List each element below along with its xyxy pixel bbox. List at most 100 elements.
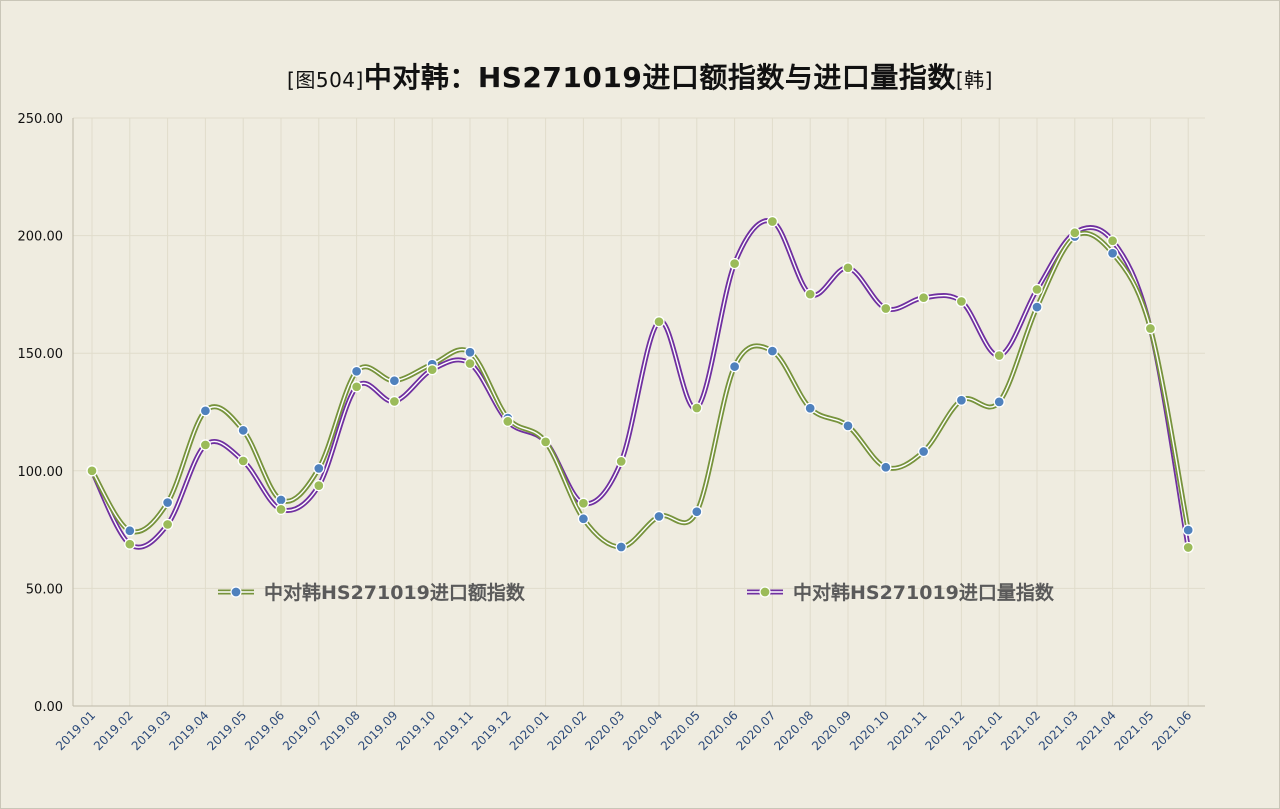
x-tick-label: 2020.11 bbox=[885, 708, 930, 753]
data-point-series1 bbox=[766, 345, 779, 357]
x-tick-label: 2020.06 bbox=[696, 708, 741, 753]
data-point-series2 bbox=[275, 503, 287, 516]
data-point-series1 bbox=[199, 405, 212, 417]
y-tick-label: 100.00 bbox=[18, 465, 64, 480]
y-tick-label: 50.00 bbox=[26, 582, 63, 597]
data-point-series1 bbox=[615, 541, 627, 553]
data-point-series2 bbox=[653, 316, 665, 328]
y-tick-label: 200.00 bbox=[18, 230, 64, 245]
data-point-series1 bbox=[464, 346, 476, 358]
legend: 中对韩HS271019进口额指数 中对韩HS271019进口量指数 bbox=[218, 581, 1055, 604]
y-tick-label: 150.00 bbox=[18, 347, 64, 362]
data-point-series2 bbox=[539, 436, 552, 448]
data-point-series2 bbox=[615, 455, 627, 468]
x-tick-label: 2020.10 bbox=[847, 708, 892, 753]
x-tick-label: 2019.10 bbox=[393, 708, 438, 753]
axes bbox=[72, 118, 1205, 707]
x-axis-ticks: 2019.012019.022019.032019.042019.052019.… bbox=[53, 708, 1194, 753]
data-point-series1 bbox=[350, 365, 363, 377]
title-prefix: [图504] bbox=[287, 68, 364, 92]
title-suffix: [韩] bbox=[955, 68, 993, 92]
x-tick-label: 2019.05 bbox=[204, 708, 249, 753]
legend-marker-series2 bbox=[759, 586, 771, 598]
data-point-series2 bbox=[502, 415, 514, 428]
data-point-series2 bbox=[728, 257, 741, 270]
data-point-series2 bbox=[917, 292, 930, 304]
data-point-series1 bbox=[237, 424, 249, 436]
data-point-series2 bbox=[86, 465, 98, 477]
x-tick-label: 2020.07 bbox=[734, 708, 779, 753]
legend-item-series1: 中对韩HS271019进口额指数 bbox=[218, 581, 526, 604]
data-point-series1 bbox=[388, 375, 401, 387]
data-point-series1 bbox=[917, 445, 930, 458]
data-point-series2 bbox=[199, 439, 212, 451]
data-point-series2 bbox=[313, 479, 325, 492]
data-point-series2 bbox=[691, 402, 703, 414]
x-tick-label: 2019.12 bbox=[469, 708, 514, 753]
data-point-series1 bbox=[842, 420, 854, 432]
x-tick-label: 2019.04 bbox=[167, 708, 212, 753]
data-point-series2 bbox=[1106, 235, 1119, 247]
x-tick-label: 2020.02 bbox=[545, 708, 590, 753]
x-tick-label: 2021.03 bbox=[1036, 708, 1081, 753]
data-point-series2 bbox=[161, 518, 174, 531]
data-point-series1 bbox=[993, 396, 1005, 408]
x-tick-label: 2019.09 bbox=[356, 708, 401, 753]
x-tick-label: 2021.06 bbox=[1149, 708, 1194, 753]
data-point-series2 bbox=[388, 395, 401, 408]
x-tick-label: 2019.06 bbox=[242, 708, 287, 753]
data-point-series2 bbox=[124, 538, 136, 550]
x-tick-label: 2020.01 bbox=[507, 708, 552, 753]
x-tick-label: 2020.08 bbox=[771, 708, 816, 753]
x-tick-label: 2021.01 bbox=[960, 708, 1005, 753]
x-tick-label: 2019.03 bbox=[129, 708, 174, 753]
x-tick-label: 2020.04 bbox=[620, 708, 665, 753]
data-point-series1 bbox=[1182, 524, 1194, 536]
data-point-series2 bbox=[993, 349, 1005, 362]
legend-item-series2: 中对韩HS271019进口量指数 bbox=[747, 581, 1055, 604]
data-point-series2 bbox=[577, 497, 590, 509]
series-points bbox=[86, 215, 1194, 554]
data-point-series2 bbox=[766, 215, 779, 228]
x-tick-label: 2021.02 bbox=[998, 708, 1043, 753]
title-main: 中对韩：HS271019进口额指数与进口量指数 bbox=[363, 61, 956, 94]
data-point-series2 bbox=[1031, 283, 1043, 296]
data-point-series2 bbox=[464, 357, 476, 370]
data-point-series2 bbox=[1069, 227, 1081, 239]
chart-title: [图504]中对韩：HS271019进口额指数与进口量指数[韩] bbox=[0, 56, 1280, 96]
legend-marker-series1 bbox=[230, 586, 242, 598]
x-tick-label: 2020.09 bbox=[809, 708, 854, 753]
data-point-series1 bbox=[161, 496, 174, 509]
x-tick-label: 2021.04 bbox=[1074, 708, 1119, 753]
data-point-series1 bbox=[691, 506, 703, 518]
data-point-series1 bbox=[653, 510, 665, 523]
data-point-series2 bbox=[955, 295, 968, 308]
x-tick-label: 2019.11 bbox=[431, 708, 476, 753]
data-point-series2 bbox=[880, 302, 892, 315]
data-point-series1 bbox=[275, 494, 287, 506]
data-point-series1 bbox=[124, 525, 136, 537]
data-point-series2 bbox=[1182, 541, 1194, 554]
x-tick-label: 2020.05 bbox=[658, 708, 703, 753]
data-point-series1 bbox=[313, 462, 325, 475]
series-line-inner-2 bbox=[91, 219, 1189, 548]
data-point-series1 bbox=[955, 394, 968, 406]
data-point-series1 bbox=[577, 513, 590, 525]
data-point-series1 bbox=[880, 461, 892, 473]
data-point-series1 bbox=[1031, 301, 1043, 313]
x-tick-label: 2019.02 bbox=[91, 708, 136, 753]
x-tick-label: 2020.03 bbox=[582, 708, 627, 753]
x-tick-label: 2019.07 bbox=[280, 708, 325, 753]
y-axis-ticks: 0.00 50.00 100.00 150.00 200.00 250.00 bbox=[18, 112, 64, 715]
y-tick-label: 0.00 bbox=[34, 700, 63, 715]
x-tick-label: 2021.05 bbox=[1112, 708, 1157, 753]
x-tick-label: 2020.12 bbox=[923, 708, 968, 753]
data-point-series1 bbox=[728, 360, 741, 373]
series-lines bbox=[89, 218, 1191, 550]
data-point-series2 bbox=[804, 288, 816, 300]
data-point-series2 bbox=[426, 364, 438, 376]
legend-label-series1: 中对韩HS271019进口额指数 bbox=[264, 581, 526, 604]
legend-label-series2: 中对韩HS271019进口量指数 bbox=[793, 581, 1055, 604]
data-point-series2 bbox=[1144, 322, 1157, 335]
